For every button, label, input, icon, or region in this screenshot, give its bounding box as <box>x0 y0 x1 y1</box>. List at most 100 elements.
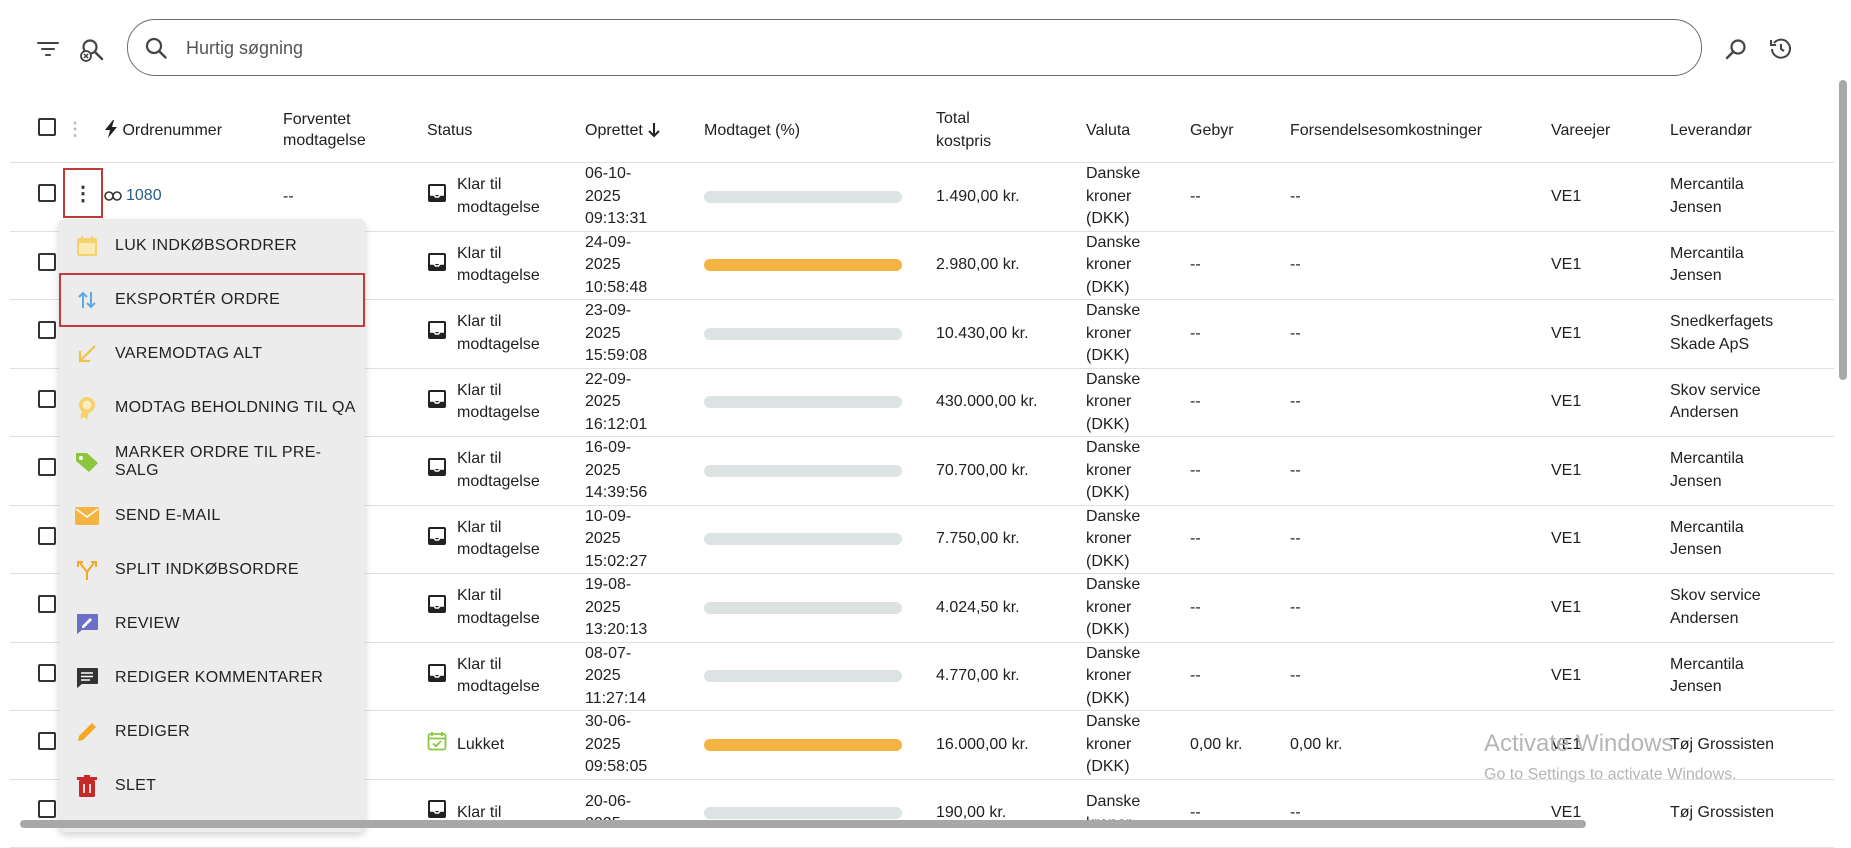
fee-value: -- <box>1190 461 1201 479</box>
menu-item-modtag-beholdning-til-qa[interactable]: MODTAG BEHOLDNING TIL QA <box>59 381 365 435</box>
col-header-vareejer[interactable]: Vareejer <box>1551 98 1670 163</box>
link-icon <box>104 191 122 201</box>
fee-value: -- <box>1190 256 1201 273</box>
horizontal-scrollbar[interactable] <box>20 820 1586 828</box>
total-value: 430.000,00 kr. <box>936 393 1038 410</box>
received-progress <box>704 601 902 614</box>
status-cell: Lukket <box>427 710 585 780</box>
inbox-icon <box>427 252 457 280</box>
fee-cell: -- <box>1190 505 1290 574</box>
supplier-value: Snedkerfagets Skade ApS <box>1670 313 1774 353</box>
owner-value: VE1 <box>1551 461 1582 479</box>
col-header-gebyr[interactable]: Gebyr <box>1190 98 1290 163</box>
total-value: 4.024,50 kr. <box>936 598 1020 616</box>
row-checkbox[interactable] <box>38 595 56 613</box>
history-icon[interactable] <box>1767 35 1795 63</box>
supplier-cell: Snedkerfagets Skade ApS <box>1670 299 1834 369</box>
menu-item-send-e-mail[interactable]: SEND E-MAIL <box>59 489 365 543</box>
clear-search-icon[interactable] <box>79 36 107 64</box>
inbox-icon <box>427 799 457 827</box>
fee-cell: -- <box>1190 436 1290 506</box>
supplier-value: Mercantila Jensen <box>1670 655 1744 696</box>
menu-item-luk-indkøbsordrer[interactable]: LUK INDKØBSORDRER <box>59 219 365 273</box>
table-header-row: ⋮ Ordrenummer Forventet modtagelse Statu… <box>10 98 1834 163</box>
status-cell: Klar til modtagelse <box>427 162 585 232</box>
sort-desc-icon[interactable] <box>647 122 661 138</box>
table-row[interactable]: Klar til modtagelse 08-07-2025 11:27:14 4.… <box>10 642 1834 711</box>
col-header-modtaget[interactable]: Modtaget (%) <box>704 98 936 163</box>
row-checkbox[interactable] <box>38 663 56 682</box>
received-cell <box>704 573 936 643</box>
row-actions-button[interactable]: ⋮ <box>63 168 103 218</box>
col-header-leverandor[interactable]: Leverandør <box>1670 98 1834 163</box>
total-value: 7.750,00 kr. <box>936 530 1020 547</box>
table-body: 1080 -- Klar til modtagelse 06-10-2025 09:1… <box>10 162 1834 848</box>
fee-cell: -- <box>1190 573 1290 643</box>
fee-cell: -- <box>1190 368 1290 437</box>
qa-badge-icon <box>73 394 101 422</box>
created-value: 24-09-2025 10:58:48 <box>585 233 648 296</box>
menu-item-varemodtag-alt[interactable]: VAREMODTAG ALT <box>59 327 365 381</box>
col-header-oprettet[interactable]: Oprettet <box>585 98 704 163</box>
mail-icon <box>73 502 101 530</box>
shipping-value: 0,00 kr. <box>1290 735 1343 753</box>
col-header-forsendelse[interactable]: Forsendelsesomkostninger <box>1290 98 1551 163</box>
received-progress <box>704 396 902 409</box>
zoom-search-icon[interactable] <box>1722 35 1750 63</box>
menu-item-slet[interactable]: SLET <box>59 759 365 813</box>
menu-item-split-indkøbsordre[interactable]: SPLIT INDKØBSORDRE <box>59 543 365 597</box>
received-progress <box>704 670 902 683</box>
col-header-total[interactable]: Total kostpris <box>936 98 1086 163</box>
row-checkbox[interactable] <box>38 389 56 408</box>
col-header-ordrenummer[interactable]: Ordrenummer <box>104 98 283 163</box>
search-input[interactable] <box>184 20 1588 77</box>
col-header-valuta[interactable]: Valuta <box>1086 98 1190 163</box>
shipping-cell: -- <box>1290 779 1551 848</box>
filter-icon[interactable] <box>35 37 61 61</box>
col-header-status[interactable]: Status <box>427 98 585 163</box>
currency-cell: Danske kroner (DKK) <box>1086 505 1190 574</box>
row-checkbox[interactable] <box>38 732 56 750</box>
header-menu-icon[interactable]: ⋮ <box>66 119 84 139</box>
currency-cell: Danske kroner (DKK) <box>1086 642 1190 711</box>
fee-cell: -- <box>1190 231 1290 300</box>
menu-item-label: MODTAG BEHOLDNING TIL QA <box>115 399 356 416</box>
received-cell <box>704 368 936 437</box>
row-checkbox[interactable] <box>38 252 56 271</box>
col-header-forventet[interactable]: Forventet modtagelse <box>283 98 427 163</box>
row-checkbox[interactable] <box>38 458 56 476</box>
table-row[interactable]: 1080 -- Klar til modtagelse 06-10-2025 09:1… <box>10 162 1834 232</box>
menu-item-eksportér-ordre[interactable]: EKSPORTÉR ORDRE <box>59 273 365 327</box>
menu-item-marker-ordre-til-pre-salg[interactable]: MARKER ORDRE TIL PRE-SALG <box>59 435 365 489</box>
row-select-cell <box>10 642 66 711</box>
row-checkbox[interactable] <box>38 526 56 545</box>
order-number-link[interactable]: 1080 <box>126 186 162 204</box>
supplier-cell: Mercantila Jensen <box>1670 505 1834 574</box>
menu-item-rediger-kommentarer[interactable]: REDIGER KOMMENTARER <box>59 651 365 705</box>
row-checkbox[interactable] <box>38 184 56 202</box>
owner-cell: VE1 <box>1551 642 1670 711</box>
vertical-scrollbar[interactable] <box>1839 80 1847 380</box>
received-cell <box>704 642 936 711</box>
total-cell: 7.750,00 kr. <box>936 505 1086 574</box>
created-cell: 06-10-2025 09:13:31 <box>585 162 704 232</box>
owner-value: VE1 <box>1551 598 1582 616</box>
supplier-cell: Skov service Andersen <box>1670 573 1834 643</box>
fee-value: -- <box>1190 667 1201 684</box>
created-value: 10-09-2025 15:02:27 <box>585 507 648 570</box>
menu-item-review[interactable]: REVIEW <box>59 597 365 651</box>
row-checkbox[interactable] <box>38 321 56 339</box>
shipping-cell: -- <box>1290 573 1551 643</box>
total-value: 70.700,00 kr. <box>936 461 1029 479</box>
row-checkbox[interactable] <box>38 800 56 819</box>
select-all-checkbox[interactable] <box>38 117 56 136</box>
menu-item-rediger[interactable]: REDIGER <box>59 705 365 759</box>
received-progress-fill <box>704 738 902 751</box>
fee-value: -- <box>1190 324 1201 342</box>
currency-value: Danske kroner (DKK) <box>1086 302 1141 364</box>
status-cell: Klar til modtagelse <box>427 436 585 506</box>
supplier-value: Skov service Andersen <box>1670 587 1761 627</box>
expected-value: -- <box>283 187 294 205</box>
col-label: Leverandør <box>1670 121 1752 139</box>
menu-item-label: SEND E-MAIL <box>115 507 221 524</box>
